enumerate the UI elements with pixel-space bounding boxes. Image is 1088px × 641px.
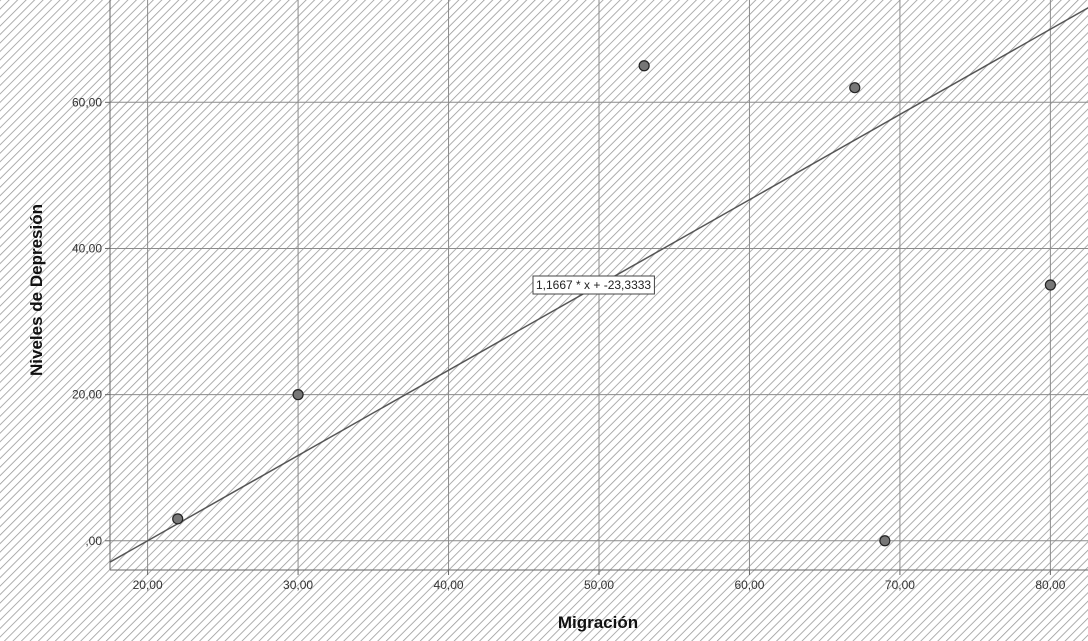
x-tick-label: 60,00 [734,578,764,592]
data-points [172,60,1056,547]
tick-labels: 20,00 30,00 40,00 50,00 60,00 70,00 80,00 ,00 20… [72,95,1066,592]
y-tick-label: 60,00 [72,95,102,109]
equation-label: 1,1667 * x + -23,3333 [536,278,651,292]
y-tick-label: 20,00 [72,388,102,402]
data-point [638,60,650,72]
data-point [1044,279,1056,291]
data-point [849,82,861,94]
data-point [879,535,891,547]
y-tick-label: 40,00 [72,241,102,255]
equation-annotation: 1,1667 * x + -23,3333 [532,275,655,295]
y-axis-title: Niveles de Depresión [27,204,46,376]
x-tick-label: 50,00 [584,578,614,592]
grid-lines [110,0,1088,570]
data-point [172,513,184,525]
x-tick-label: 80,00 [1035,578,1065,592]
y-tick-label: ,00 [85,534,102,548]
x-tick-label: 30,00 [283,578,313,592]
x-tick-label: 40,00 [434,578,464,592]
data-point [292,389,304,401]
x-tick-label: 20,00 [133,578,163,592]
x-tick-label: 70,00 [885,578,915,592]
x-axis-title: Migración [558,613,638,632]
equation-box [532,275,655,295]
